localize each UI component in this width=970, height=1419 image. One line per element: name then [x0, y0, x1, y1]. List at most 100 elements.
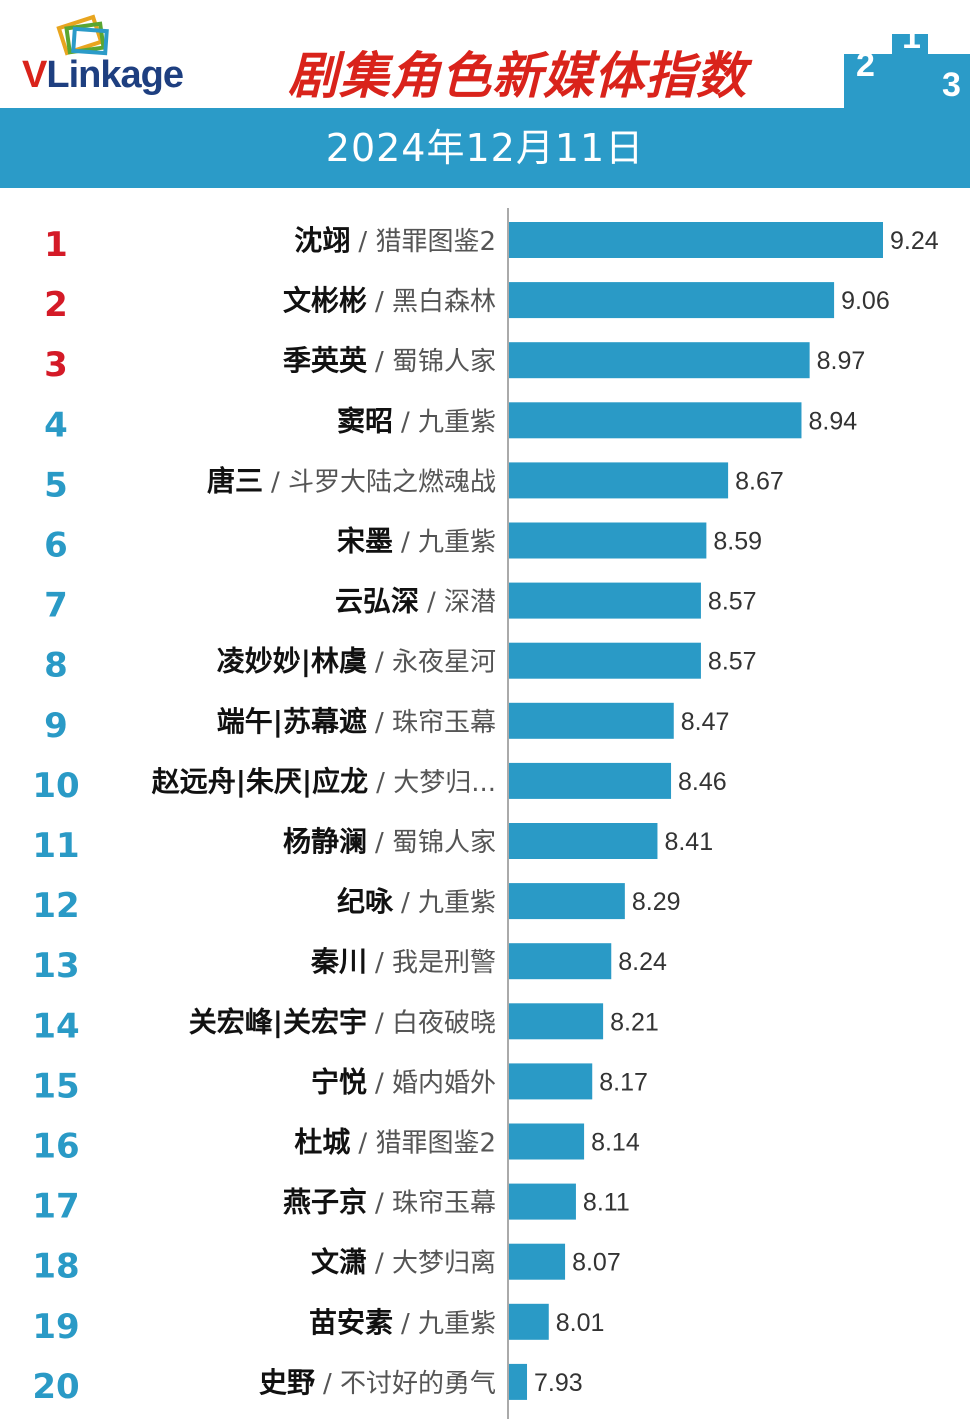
character-label: 宋墨 / 九重紫: [337, 525, 496, 558]
value-label: 8.41: [664, 828, 713, 856]
separator: /: [375, 948, 392, 978]
character-name: 纪咏: [337, 885, 394, 918]
table-row: 10 赵远舟|朱厌|应龙 / 大梦归... 8.46: [32, 762, 727, 806]
table-row: 14 关宏峰|关宏宇 / 白夜破晓 8.21: [32, 1003, 659, 1046]
bar: [508, 1243, 566, 1280]
separator: /: [427, 588, 444, 618]
separator: /: [376, 768, 393, 798]
rank-number: 3: [44, 345, 68, 385]
character-name: 关宏峰|关宏宇: [189, 1005, 367, 1038]
podium-number-1: 1: [902, 18, 921, 56]
bar: [508, 222, 883, 258]
bar: [508, 1363, 528, 1400]
table-row: 18 文潇 / 大梦归离 8.07: [32, 1243, 621, 1287]
separator: /: [323, 1369, 340, 1399]
table-row: 3 季英英 / 蜀锦人家 8.97: [44, 342, 865, 385]
character-name: 秦川: [310, 945, 367, 978]
drama-title: 九重紫: [418, 888, 496, 918]
drama-title: 九重紫: [418, 528, 496, 558]
drama-title: 珠帘玉幕: [392, 1189, 496, 1219]
logo-text: VLinkage: [22, 54, 184, 96]
character-label: 燕子京 / 珠帘玉幕: [283, 1186, 496, 1219]
drama-title: 白夜破晓: [392, 1008, 496, 1038]
table-row: 7 云弘深 / 深潜 8.57: [44, 582, 757, 626]
character-name: 季英英: [283, 344, 368, 377]
character-name: 文彬彬: [283, 284, 367, 317]
character-name: 端午|苏幕遮: [217, 705, 367, 738]
table-row: 11 杨静澜 / 蜀锦人家 8.41: [32, 823, 713, 866]
separator: /: [401, 1309, 418, 1339]
bar: [508, 1303, 549, 1340]
rank-number: 18: [32, 1247, 79, 1287]
bar: [508, 762, 672, 799]
separator: /: [358, 227, 375, 257]
character-name: 窦昭: [337, 404, 393, 437]
value-label: 8.97: [817, 347, 866, 375]
bar: [508, 522, 707, 559]
separator: /: [271, 467, 288, 497]
drama-title: 我是刑警: [392, 948, 496, 978]
table-row: 2 文彬彬 / 黑白森林 9.06: [44, 282, 890, 325]
value-label: 8.17: [599, 1068, 648, 1096]
separator: /: [375, 1068, 392, 1098]
character-name: 燕子京: [283, 1186, 367, 1219]
character-label: 史野 / 不讨好的勇气: [259, 1366, 496, 1399]
rank-number: 17: [32, 1187, 79, 1227]
date-band: 2024年12月11日: [0, 108, 970, 188]
bar: [508, 1063, 593, 1100]
bar: [508, 642, 701, 679]
rank-number: 19: [32, 1307, 79, 1347]
value-label: 8.94: [808, 407, 857, 435]
rank-number: 1: [44, 225, 68, 265]
value-label: 8.14: [591, 1129, 640, 1157]
drama-title: 蜀锦人家: [392, 828, 496, 858]
character-name: 云弘深: [335, 585, 419, 618]
table-row: 1 沈翊 / 猎罪图鉴2 9.24: [44, 222, 939, 265]
value-label: 8.59: [713, 528, 762, 556]
rank-number: 12: [32, 886, 79, 926]
character-name: 杨静澜: [283, 825, 367, 858]
separator: /: [375, 1008, 392, 1038]
podium-number-3: 3: [942, 66, 961, 104]
table-row: 20 史野 / 不讨好的勇气 7.93: [32, 1363, 583, 1407]
value-label: 8.67: [735, 467, 784, 495]
rank-number: 6: [44, 526, 68, 566]
rank-number: 11: [32, 826, 79, 866]
table-row: 4 窦昭 / 九重紫 8.94: [44, 402, 857, 445]
value-label: 8.24: [618, 948, 667, 976]
bar: [508, 1123, 585, 1160]
character-label: 纪咏 / 九重紫: [337, 885, 496, 918]
table-row: 12 纪咏 / 九重紫 8.29: [32, 883, 681, 926]
rank-number: 9: [44, 706, 68, 746]
separator: /: [375, 347, 392, 377]
character-name: 沈翊: [294, 224, 350, 257]
bar: [508, 702, 674, 739]
value-label: 8.47: [681, 708, 730, 736]
separator: /: [375, 1249, 392, 1279]
rank-number: 20: [32, 1367, 79, 1407]
character-name: 史野: [259, 1366, 315, 1399]
drama-title: 大梦归...: [393, 768, 496, 798]
character-label: 端午|苏幕遮 / 珠帘玉幕: [217, 705, 496, 738]
bar: [508, 1003, 604, 1040]
character-label: 文彬彬 / 黑白森林: [283, 284, 496, 317]
vlinkage-logo: VLinkage: [10, 14, 230, 96]
bar: [508, 823, 658, 859]
character-name: 文潇: [311, 1246, 367, 1279]
separator: /: [375, 828, 392, 858]
character-label: 唐三 / 斗罗大陆之燃魂战: [207, 464, 496, 497]
separator: /: [358, 1129, 375, 1159]
bar: [508, 1183, 576, 1220]
character-label: 苗安素 / 九重紫: [309, 1306, 496, 1339]
rank-number: 5: [44, 465, 68, 505]
rank-number: 2: [44, 285, 68, 325]
drama-title: 永夜星河: [392, 648, 496, 678]
logo-mark-icon: [56, 14, 109, 56]
rank-number: 13: [32, 946, 79, 986]
table-row: 9 端午|苏幕遮 / 珠帘玉幕 8.47: [44, 702, 730, 746]
table-row: 8 凌妙妙|林虞 / 永夜星河 8.57: [44, 642, 757, 686]
bar: [508, 342, 810, 379]
bar: [508, 402, 802, 439]
table-row: 13 秦川 / 我是刑警 8.24: [32, 943, 667, 986]
table-row: 17 燕子京 / 珠帘玉幕 8.11: [32, 1183, 630, 1227]
